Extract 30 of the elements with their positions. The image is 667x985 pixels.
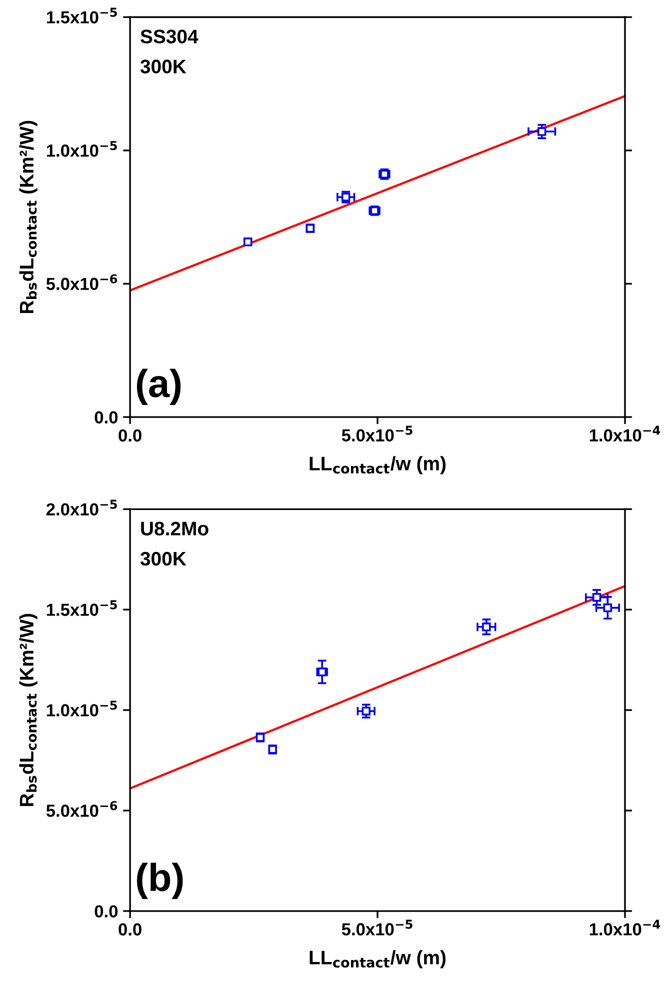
point: [537, 127, 546, 136]
x-tick-label: 1.0x10$^{−4}$: [590, 426, 660, 442]
y-tick-label: 1.5x10$^{−5}$: [46, 8, 117, 24]
annotation: (b): [136, 862, 183, 899]
x-axis-title: LL$_{contact}$/w (m): [310, 950, 446, 968]
point: [603, 603, 612, 612]
y-axis-title: R$_{bs}$dL$_{contact}$ (Km²/W): [19, 120, 38, 314]
annotation: 300K: [140, 60, 186, 74]
y-tick-label: 2.0x10$^{−5}$: [46, 500, 117, 516]
x-tick-label: 0.0: [118, 429, 142, 442]
x-tick-label: 5.0x10$^{−5}$: [342, 920, 412, 936]
x-axis-title: LL$_{contact}$/w (m): [310, 456, 446, 474]
point: [592, 592, 602, 602]
y-tick-label: 5.0x10$^{−6}$: [46, 274, 118, 290]
point: [482, 622, 491, 632]
y-tick-label: 1.0x10$^{−5}$: [46, 141, 117, 157]
y-tick-label: 0.0: [94, 411, 118, 424]
annotation: (a): [136, 368, 181, 406]
annotation: 300K: [140, 552, 186, 566]
y-tick-label: 0.0: [94, 905, 118, 918]
annotation: SS304: [140, 30, 198, 44]
y-tick-label: 1.0x10$^{−5}$: [46, 700, 117, 716]
annotation: U8.2Mo: [141, 522, 208, 536]
y-axis-title: R$_{bs}$dL$_{contact}$ (Km²/W): [19, 614, 38, 806]
y-tick-label: 5.0x10$^{−6}$: [46, 801, 118, 817]
x-tick-label: 1.0x10$^{−4}$: [590, 920, 660, 936]
point: [362, 706, 371, 716]
x-tick-label: 5.0x10$^{−5}$: [342, 426, 412, 442]
y-tick-label: 1.5x10$^{−5}$: [46, 600, 117, 616]
x-tick-label: 0.0: [118, 923, 142, 936]
